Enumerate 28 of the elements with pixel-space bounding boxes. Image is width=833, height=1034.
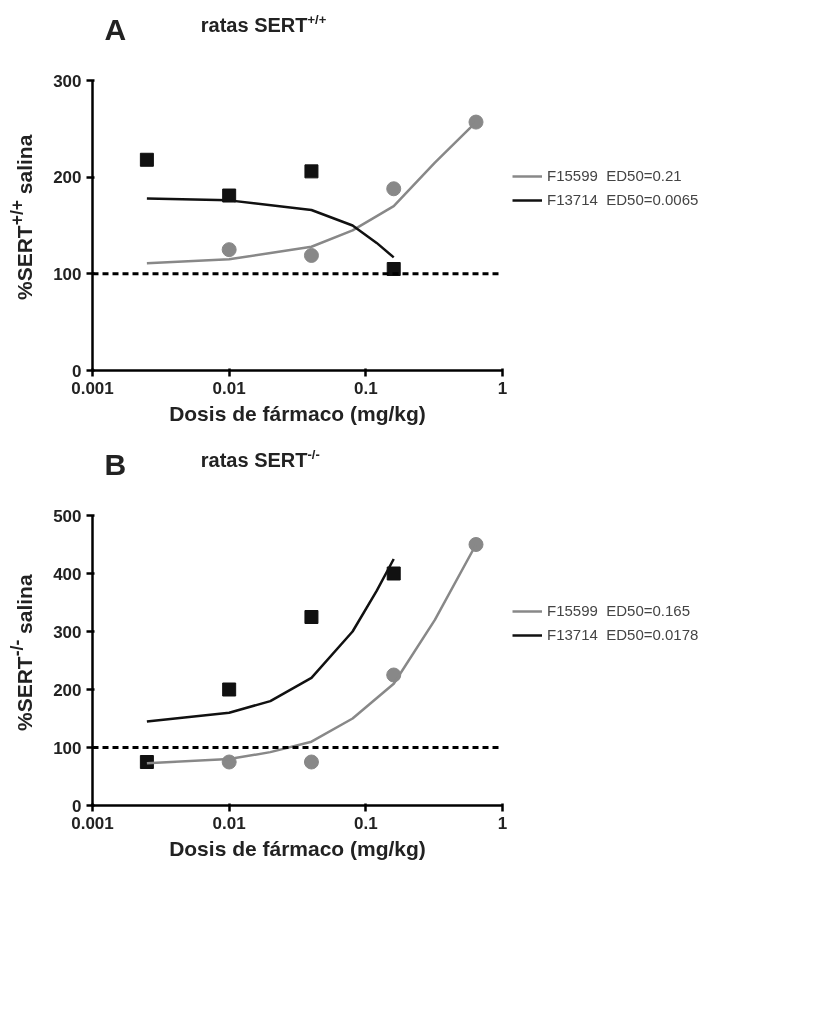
x-axis-title: Dosis de fármaco (mg/kg) <box>169 836 426 860</box>
text: B <box>104 447 127 481</box>
x-tick-label: 0.1 <box>354 378 378 398</box>
x-tick-label: 0.001 <box>71 813 114 833</box>
legend-label: F13714 ED50=0.0065 <box>547 191 699 208</box>
text: A <box>104 12 127 46</box>
y-tick-label: 200 <box>53 168 82 188</box>
y-tick-label: 100 <box>53 738 82 758</box>
y-tick-label: 500 <box>53 506 82 526</box>
y-tick-label: 200 <box>53 680 82 700</box>
x-tick-label: 0.01 <box>212 378 246 398</box>
chart-title: ratas SERT-/- <box>200 446 320 471</box>
legend-label: F15599 ED50=0.21 <box>547 167 682 184</box>
x-tick-label: 1 <box>497 813 508 833</box>
legend-label: F13714 ED50=0.0178 <box>547 626 699 643</box>
x-tick-label: 0.1 <box>354 813 378 833</box>
y-tick-label: 400 <box>53 564 82 584</box>
chart-title: ratas SERT+/+ <box>200 11 327 36</box>
y-tick-label: 100 <box>53 264 82 284</box>
x-axis-title: Dosis de fármaco (mg/kg) <box>169 401 426 425</box>
y-tick-label: 300 <box>53 622 82 642</box>
y-tick-label: 0 <box>72 361 82 381</box>
y-tick-label: 300 <box>53 71 82 91</box>
x-tick-label: 0.01 <box>212 813 246 833</box>
legend-label: F15599 ED50=0.165 <box>547 602 691 619</box>
x-tick-label: 1 <box>497 378 508 398</box>
x-tick-label: 0.001 <box>71 378 114 398</box>
y-tick-label: 0 <box>72 796 82 816</box>
